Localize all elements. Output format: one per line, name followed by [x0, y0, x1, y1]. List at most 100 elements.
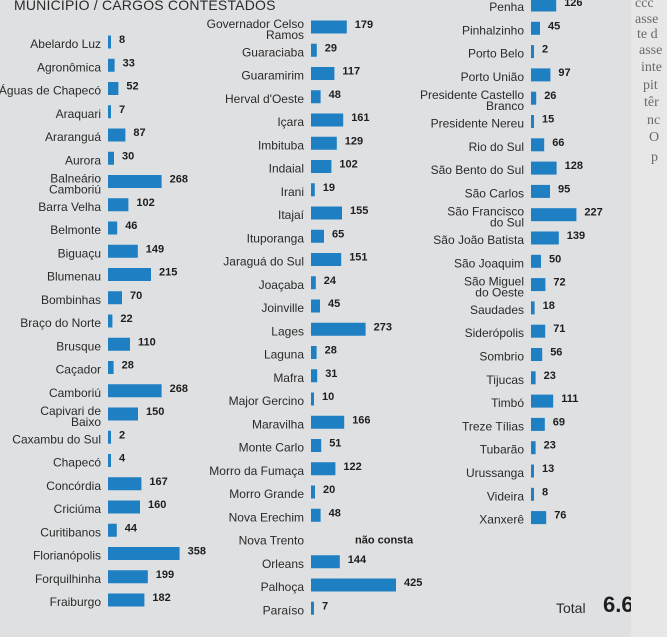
category-label: Curitibanos [40, 525, 101, 539]
bar [311, 229, 324, 243]
category-label: Nova Erechim [229, 510, 304, 524]
bar [108, 268, 151, 281]
category-label: Aurora [65, 153, 101, 167]
edge-text: O [649, 130, 660, 145]
value-label: 425 [404, 577, 422, 589]
value-label: 139 [567, 230, 585, 242]
category-label: Biguaçu [58, 246, 101, 260]
bar [531, 487, 534, 501]
value-label: 23 [544, 370, 556, 382]
value-label: 268 [170, 174, 188, 186]
category-label: Timbó [491, 396, 524, 410]
edge-text: p [651, 150, 658, 165]
bar [108, 361, 114, 374]
bar [108, 500, 140, 514]
bar [311, 20, 347, 34]
bar [531, 441, 536, 455]
value-label: 33 [123, 57, 135, 69]
bar [108, 198, 129, 212]
bar [531, 348, 543, 361]
bar [311, 67, 335, 80]
bar [108, 593, 145, 607]
category-label: Guaraciaba [242, 45, 304, 59]
value-label: 102 [339, 159, 357, 171]
category-label: Paraíso [263, 603, 305, 617]
category-label: Camboriú [49, 386, 101, 400]
category-label: Águas de Chapecó [0, 83, 101, 98]
bar [311, 485, 315, 499]
category-label: Abelardo Luz [30, 37, 101, 51]
bar [311, 439, 322, 452]
edge-text: ccc [635, 0, 654, 11]
bar [108, 477, 142, 491]
category-label: Major Gercino [229, 394, 305, 408]
value-label: 97 [558, 67, 570, 79]
category-label: Saudades [470, 303, 524, 317]
bar [311, 415, 345, 429]
value-label: 155 [350, 205, 368, 217]
category-label: Caçador [56, 363, 101, 377]
category-label: Presidente Castello Branco [420, 88, 524, 113]
value-label: 166 [352, 414, 370, 426]
category-label: Caxambu do Sul [12, 432, 101, 446]
value-label: 52 [126, 81, 138, 93]
bar [311, 462, 336, 476]
value-label: não consta [355, 535, 414, 547]
value-label: 8 [119, 34, 125, 46]
category-label: Ituporanga [247, 231, 305, 245]
category-label: Criciúma [54, 502, 102, 516]
category-label: Urussanga [466, 466, 524, 480]
category-label: São João Batista [433, 233, 524, 247]
value-label: 56 [550, 347, 562, 359]
value-label: 117 [342, 66, 360, 78]
category-label: Bombinhas [41, 293, 101, 307]
value-label: 28 [325, 345, 337, 357]
bar [311, 43, 317, 57]
category-label: Tijucas [486, 373, 524, 387]
bar [531, 278, 546, 292]
value-label: 44 [125, 522, 138, 534]
category-label: Irani [281, 185, 304, 199]
bar [311, 299, 320, 313]
bar [531, 68, 551, 82]
category-label: Imbituba [258, 138, 304, 152]
value-label: 69 [553, 416, 565, 428]
bar [108, 407, 138, 421]
bar [311, 160, 332, 173]
chart-title: MUNICÍPIO / CARGOS CONTESTADOS [14, 0, 276, 13]
value-label: 160 [148, 499, 166, 511]
value-label: 215 [159, 267, 177, 279]
value-label: 45 [548, 20, 560, 32]
bar [531, 115, 534, 128]
bar [108, 523, 117, 537]
bar [108, 570, 148, 584]
bar [311, 136, 337, 150]
category-label: Porto União [461, 70, 525, 84]
bar [311, 392, 314, 406]
category-label: Nova Trento [239, 534, 305, 548]
bar [108, 221, 118, 235]
value-label: 110 [138, 336, 156, 348]
bar [531, 208, 577, 222]
value-label: 167 [149, 476, 167, 488]
category-label: Guaramirim [241, 69, 304, 83]
value-label: 129 [345, 135, 363, 147]
value-label: 13 [542, 463, 554, 475]
category-label: Mafra [273, 371, 304, 385]
bar [311, 555, 340, 569]
category-label: Joaçaba [259, 278, 305, 292]
value-label: 51 [329, 438, 341, 450]
category-label: São Bento do Sul [431, 163, 524, 177]
edge-text: têr [644, 95, 659, 110]
value-label: 50 [549, 253, 561, 265]
edge-text: inte [641, 60, 662, 75]
category-label: Braço do Norte [20, 316, 101, 330]
bar [311, 322, 366, 336]
category-label: Barra Velha [38, 200, 101, 214]
bar [531, 254, 541, 268]
value-label: 29 [325, 42, 337, 54]
category-label: Araquari [56, 107, 101, 121]
bar [108, 128, 126, 142]
value-label: 65 [332, 228, 344, 240]
category-label: Videira [487, 489, 524, 503]
